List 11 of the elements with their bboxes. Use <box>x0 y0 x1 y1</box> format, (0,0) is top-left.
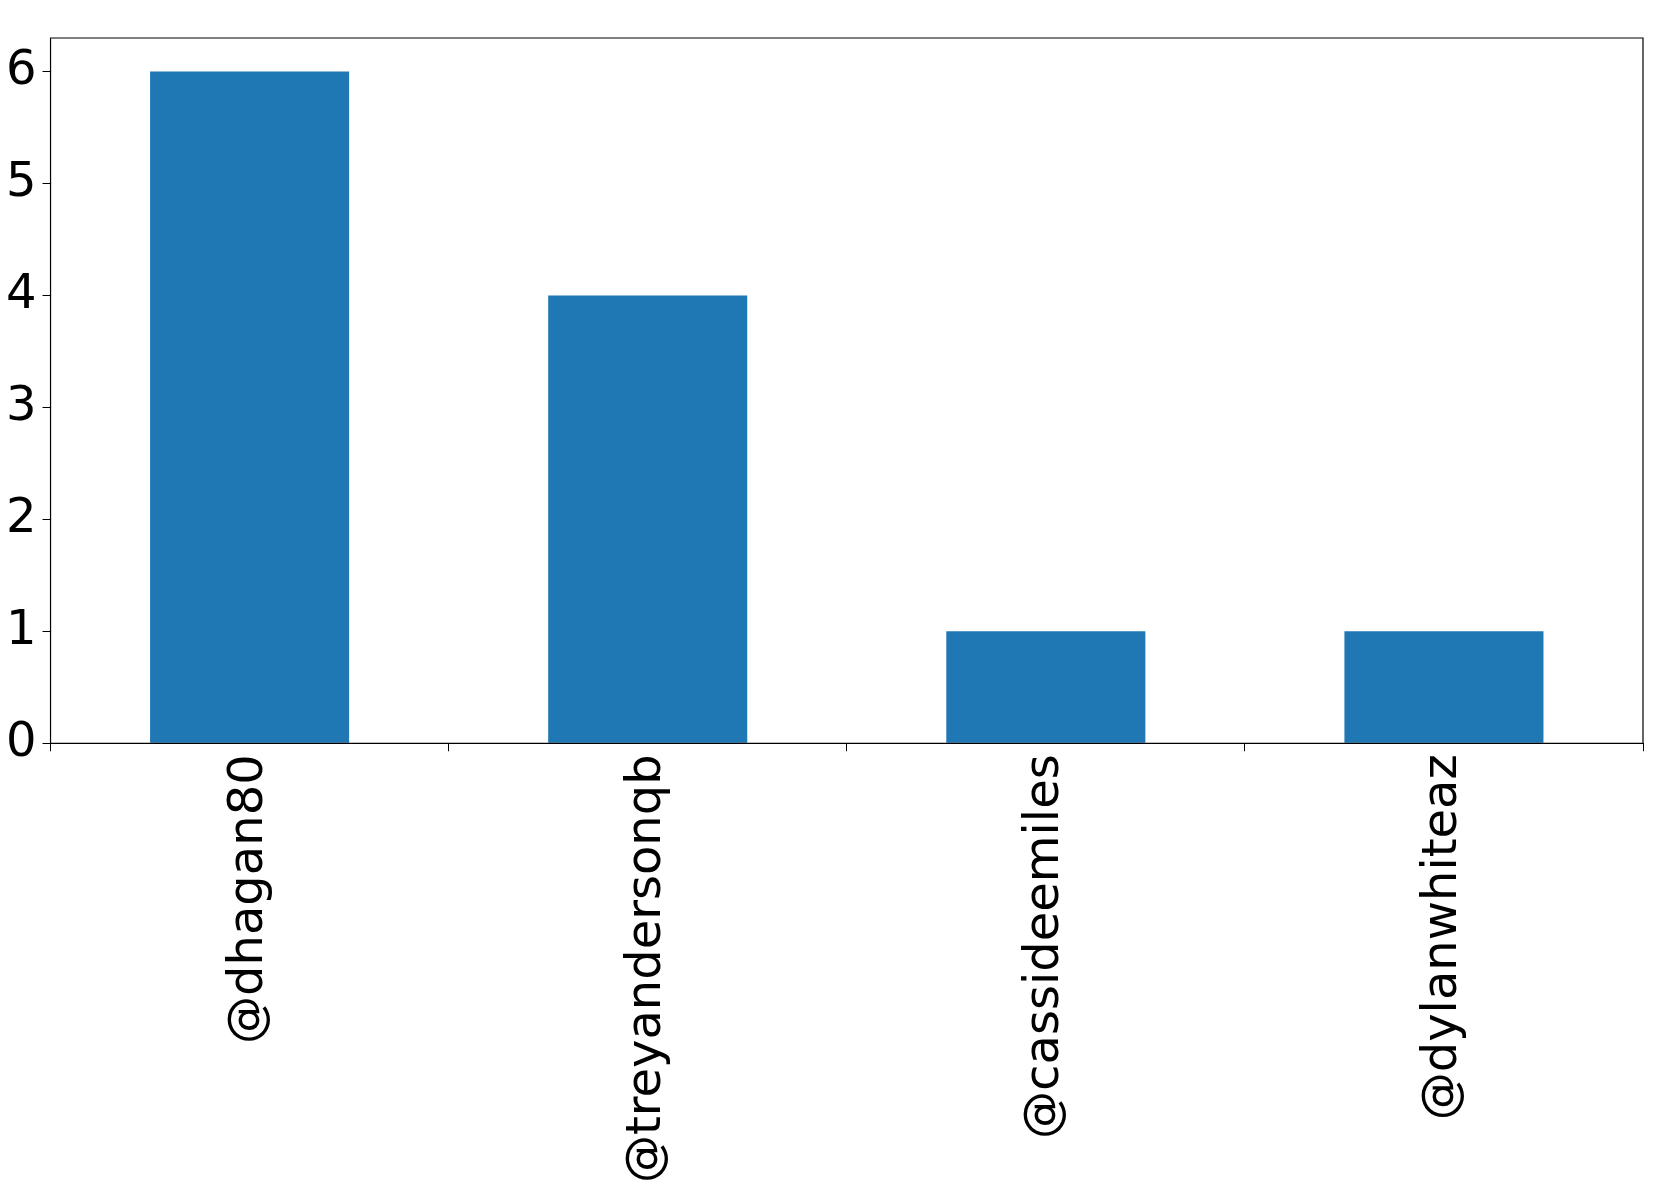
y-tick-label: 3 <box>5 374 37 431</box>
y-tick-label: 0 <box>5 710 37 767</box>
x-tick-label: @cassideemiles <box>1013 754 1070 1139</box>
y-tick-label: 1 <box>5 598 37 655</box>
y-tick-label: 2 <box>5 486 37 543</box>
y-tick-label: 5 <box>5 151 37 207</box>
y-tick-label: 4 <box>5 262 37 319</box>
x-tick-label: @treyandersonqb <box>615 754 672 1184</box>
x-tick-label: @dylanwhiteaz <box>1411 754 1468 1121</box>
y-tick-label: 6 <box>5 39 37 96</box>
x-tick-label: @dhagan80 <box>217 754 274 1044</box>
